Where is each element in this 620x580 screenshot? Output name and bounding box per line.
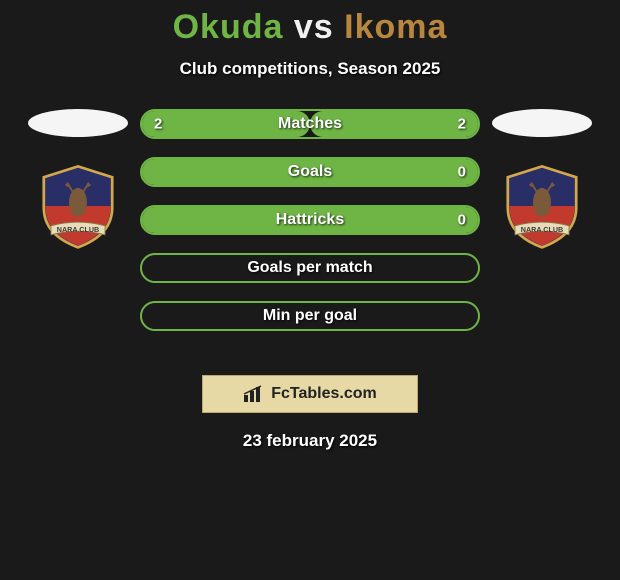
bars-icon <box>243 385 265 403</box>
footer: FcTables.com <box>0 353 620 413</box>
player-oval-right <box>492 109 592 137</box>
club-crest-right: NARA CLUB <box>497 161 587 251</box>
subtitle: Club competitions, Season 2025 <box>0 59 620 79</box>
right-side: NARA CLUB <box>492 109 592 251</box>
footer-badge: FcTables.com <box>202 375 418 413</box>
bar-value-left: 2 <box>154 116 162 133</box>
footer-text: FcTables.com <box>271 385 377 403</box>
bar-value-right: 2 <box>458 116 466 133</box>
stat-bar: Hattricks 0 <box>140 205 480 235</box>
title-vs: vs <box>294 8 334 46</box>
bar-label: Min per goal <box>263 307 357 325</box>
shield-icon: NARA CLUB <box>33 161 123 251</box>
crest-text: NARA CLUB <box>57 225 99 234</box>
bar-label: Matches <box>278 115 342 133</box>
stat-bar: Goals 0 <box>140 157 480 187</box>
crest-text: NARA CLUB <box>521 225 563 234</box>
comparison-card: Okuda vs Ikoma Club competitions, Season… <box>0 0 620 451</box>
bar-label: Hattricks <box>276 211 344 229</box>
bar-label: Goals <box>288 163 332 181</box>
bar-label: Goals per match <box>247 259 372 277</box>
date: 23 february 2025 <box>0 431 620 451</box>
stat-bar: Goals per match <box>140 253 480 283</box>
left-side: NARA CLUB <box>28 109 128 251</box>
content-row: NARA CLUB Matches22Goals0Hattricks0Goals… <box>0 109 620 331</box>
title-right: Ikoma <box>344 8 447 46</box>
bar-value-right: 0 <box>458 164 466 181</box>
club-crest-left: NARA CLUB <box>33 161 123 251</box>
shield-icon: NARA CLUB <box>497 161 587 251</box>
title-left: Okuda <box>173 8 284 46</box>
bar-value-right: 0 <box>458 212 466 229</box>
player-oval-left <box>28 109 128 137</box>
page-title: Okuda vs Ikoma <box>0 8 620 47</box>
stat-bar: Min per goal <box>140 301 480 331</box>
stat-bar: Matches 2 2 <box>140 109 480 139</box>
stat-bars: Matches 2 2 Goals 0 Hattricks 0 Goals per match… <box>140 109 480 331</box>
